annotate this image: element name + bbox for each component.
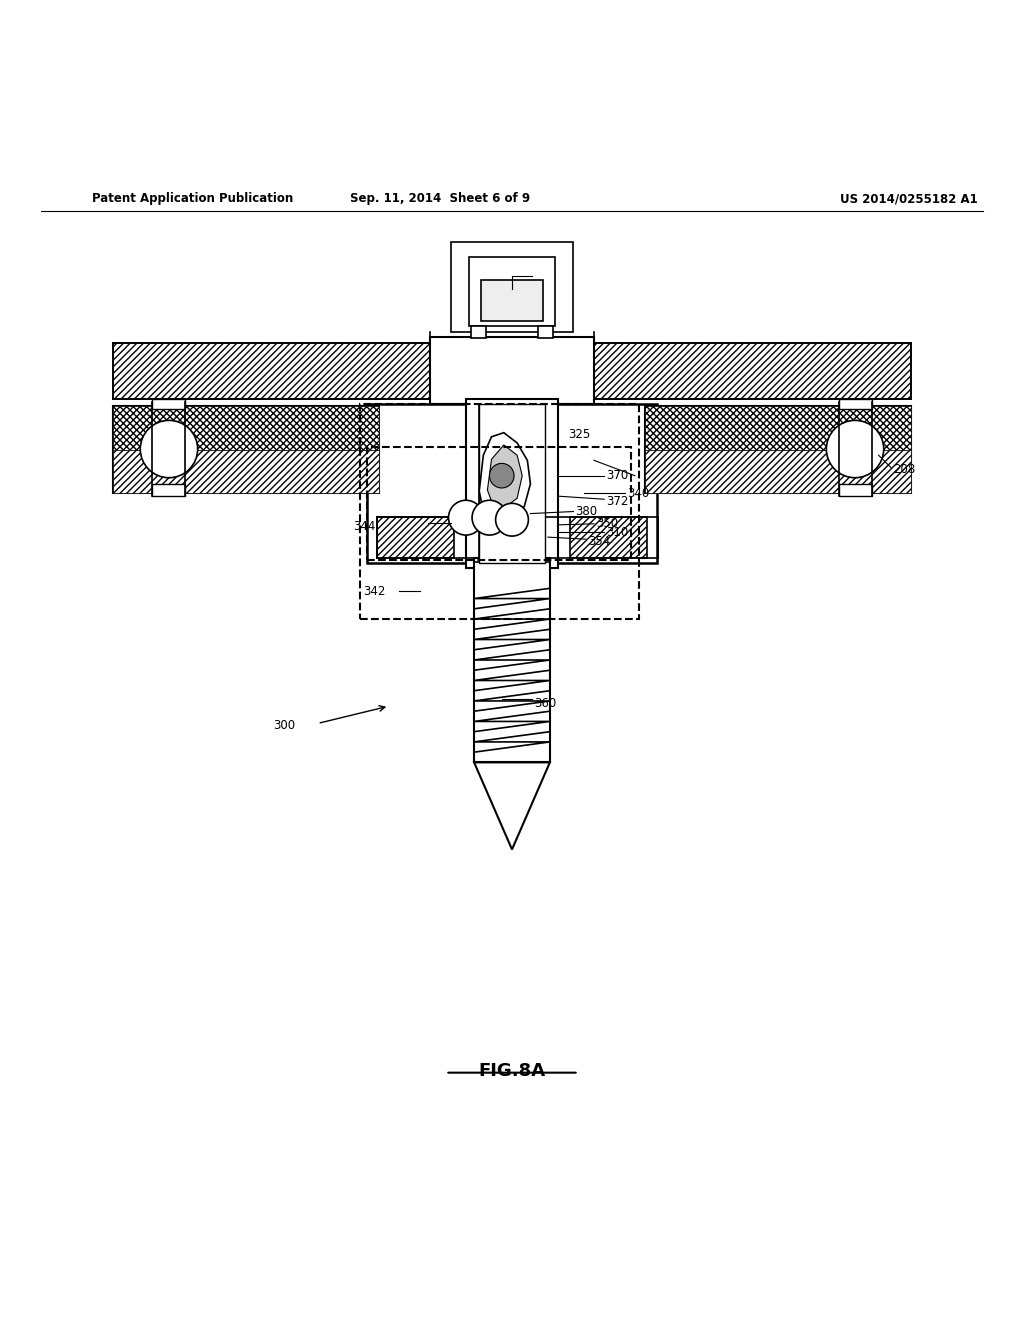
- Bar: [645, 407, 911, 450]
- Text: 350: 350: [596, 517, 618, 531]
- Text: 342: 342: [364, 585, 386, 598]
- Circle shape: [826, 420, 884, 478]
- Text: Sep. 11, 2014  Sheet 6 of 9: Sep. 11, 2014 Sheet 6 of 9: [350, 191, 530, 205]
- Bar: [479, 404, 545, 562]
- Circle shape: [472, 500, 507, 535]
- Bar: [113, 407, 379, 450]
- Text: 300: 300: [273, 719, 296, 733]
- Text: 208: 208: [893, 463, 915, 477]
- Bar: [430, 338, 594, 404]
- Text: 344: 344: [353, 520, 376, 533]
- Polygon shape: [487, 445, 522, 508]
- Text: FIG.8A: FIG.8A: [478, 1063, 546, 1081]
- Text: Patent Application Publication: Patent Application Publication: [92, 191, 294, 205]
- Bar: [113, 343, 430, 399]
- Bar: [471, 326, 486, 338]
- Bar: [367, 404, 657, 562]
- Bar: [570, 516, 647, 557]
- Bar: [469, 256, 555, 326]
- Text: 330: 330: [535, 269, 557, 282]
- Bar: [152, 484, 185, 496]
- Text: 372: 372: [606, 495, 629, 508]
- Text: 370: 370: [606, 469, 629, 482]
- Bar: [367, 447, 631, 560]
- Bar: [466, 399, 558, 568]
- Bar: [377, 516, 454, 557]
- Text: 360: 360: [535, 697, 557, 710]
- Text: 380: 380: [575, 506, 598, 517]
- Circle shape: [140, 420, 198, 478]
- Circle shape: [496, 503, 528, 536]
- Bar: [451, 242, 573, 333]
- Text: 325: 325: [568, 428, 591, 441]
- Text: 340: 340: [627, 487, 649, 499]
- Text: 310: 310: [606, 525, 629, 539]
- Bar: [594, 343, 911, 399]
- Bar: [645, 450, 911, 494]
- Bar: [113, 407, 379, 494]
- Text: US 2014/0255182 A1: US 2014/0255182 A1: [840, 191, 978, 205]
- Circle shape: [449, 500, 483, 535]
- Bar: [481, 280, 543, 321]
- Bar: [538, 326, 553, 338]
- Bar: [839, 484, 872, 496]
- Bar: [645, 407, 911, 494]
- Polygon shape: [479, 433, 530, 520]
- Text: 354: 354: [588, 535, 610, 548]
- Bar: [152, 399, 185, 409]
- Circle shape: [489, 463, 514, 488]
- Bar: [474, 557, 550, 763]
- Bar: [839, 399, 872, 409]
- Bar: [360, 404, 639, 619]
- Bar: [113, 450, 379, 494]
- Polygon shape: [474, 763, 550, 850]
